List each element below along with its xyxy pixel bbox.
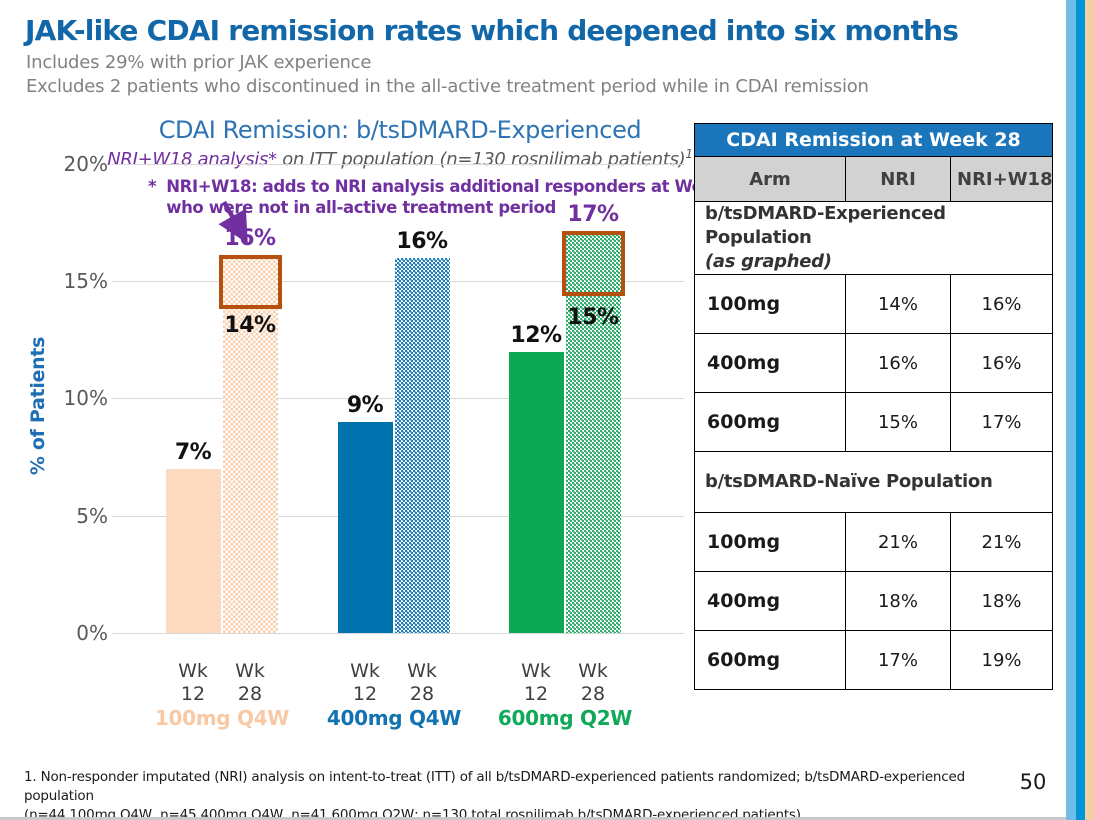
annotation-arrow-icon xyxy=(218,200,248,244)
remission-week28-table: CDAI Remission at Week 28 Arm NRI NRI+W1… xyxy=(693,123,1054,690)
x-tick-100mg-wk12: Wk 12 xyxy=(178,660,208,705)
table-row: 100mg 21% 21% xyxy=(694,512,1054,572)
edge-strip-blue xyxy=(1076,0,1085,820)
table-section-experienced: b/tsDMARD-Experienced Population (as grap… xyxy=(693,201,1054,275)
table-arm-400mg-naive: 400mg xyxy=(694,571,846,631)
value-label-600mg-wk28-nri: 15% xyxy=(567,305,619,330)
table-row: 400mg 18% 18% xyxy=(694,571,1054,631)
group-label-400mg: 400mg Q4W xyxy=(326,706,462,730)
table-section-naive: b/tsDMARD-Naïve Population xyxy=(693,451,1054,513)
table-col-nriw18: NRI+W18 xyxy=(949,156,1054,202)
group-label-600mg: 600mg Q2W xyxy=(497,706,633,730)
annotation-asterisk: * xyxy=(148,177,157,196)
x-tick-400mg-wk12: Wk 12 xyxy=(350,660,380,705)
table-row: 100mg 14% 16% xyxy=(694,274,1054,334)
bottom-divider xyxy=(0,817,1094,820)
edge-strip-peach xyxy=(1085,0,1094,820)
value-label-100mg-wk28-nri: 14% xyxy=(224,313,276,338)
slide-subtitle-2: Excludes 2 patients who discontinued in … xyxy=(26,76,869,97)
group-label-100mg: 100mg Q4W xyxy=(154,706,290,730)
bar-100mg-wk12 xyxy=(166,469,221,633)
annotation-text: NRI+W18: adds to NRI analysis additional… xyxy=(166,177,752,217)
x-tick-100mg-wk28: Wk 28 xyxy=(235,660,265,705)
table-arm-600mg: 600mg xyxy=(694,392,846,452)
y-tick-0: 0% xyxy=(76,621,108,645)
y-axis-title: % of Patients xyxy=(27,336,49,476)
value-label-400mg-wk12: 9% xyxy=(346,393,384,418)
table-title: CDAI Remission at Week 28 xyxy=(693,123,1054,157)
edge-strip-light-blue xyxy=(1066,0,1076,820)
value-label-600mg-wk28-nriw18: 17% xyxy=(567,202,619,227)
bar-400mg-wk12 xyxy=(338,422,393,633)
chart-subtitle-footnote-ref: 1 xyxy=(685,147,693,161)
value-label-100mg-wk28-nriw18: 16% xyxy=(224,226,276,251)
x-tick-400mg-wk28: Wk 28 xyxy=(407,660,437,705)
bar-100mg-wk28 xyxy=(223,258,278,633)
y-tick-5: 5% xyxy=(76,504,108,528)
page-title: JAK-like CDAI remission rates which deep… xyxy=(25,14,959,47)
footnote: 1. Non-responder imputated (NRI) analysi… xyxy=(24,769,965,820)
table-col-arm: Arm xyxy=(694,156,846,202)
page-number: 50 xyxy=(1019,770,1047,794)
y-tick-20: 20% xyxy=(63,152,108,176)
highlight-box-100mg xyxy=(219,255,282,309)
value-label-600mg-wk12: 12% xyxy=(510,323,562,348)
chart-subtitle-rest: on ITT population (n=130 rosnilimab pati… xyxy=(276,149,686,170)
bar-600mg-wk28 xyxy=(566,234,621,633)
chart-annotation: * NRI+W18: adds to NRI analysis addition… xyxy=(148,176,752,218)
chart-subtitle-accent: NRI+W18 analysis* xyxy=(107,149,277,170)
table-arm-400mg: 400mg xyxy=(694,333,846,393)
table-arm-100mg-naive: 100mg xyxy=(694,512,846,572)
value-label-100mg-wk12: 7% xyxy=(174,440,212,465)
bar-400mg-wk28 xyxy=(395,258,450,633)
chart-subtitle: NRI+W18 analysis* on ITT population (n=1… xyxy=(80,147,720,170)
chart-title: CDAI Remission: b/tsDMARD-Experienced xyxy=(158,116,642,144)
slide-subtitle-1: Includes 29% with prior JAK experience xyxy=(26,52,372,73)
table-col-nri: NRI xyxy=(845,156,951,202)
table-arm-100mg: 100mg xyxy=(694,274,846,334)
table-row: 400mg 16% 16% xyxy=(694,333,1054,393)
highlight-box-600mg xyxy=(562,231,625,296)
x-tick-600mg-wk28: Wk 28 xyxy=(578,660,608,705)
table-arm-600mg-naive: 600mg xyxy=(694,630,846,690)
bar-600mg-wk12 xyxy=(509,352,564,633)
x-tick-600mg-wk12: Wk 12 xyxy=(521,660,551,705)
y-tick-15: 15% xyxy=(63,269,108,293)
gridline-0 xyxy=(112,633,684,634)
table-row: 600mg 17% 19% xyxy=(694,630,1054,690)
value-label-400mg-wk28: 16% xyxy=(396,229,448,254)
y-tick-10: 10% xyxy=(63,386,108,410)
table-row: 600mg 15% 17% xyxy=(694,392,1054,452)
gridline-20 xyxy=(112,164,684,165)
